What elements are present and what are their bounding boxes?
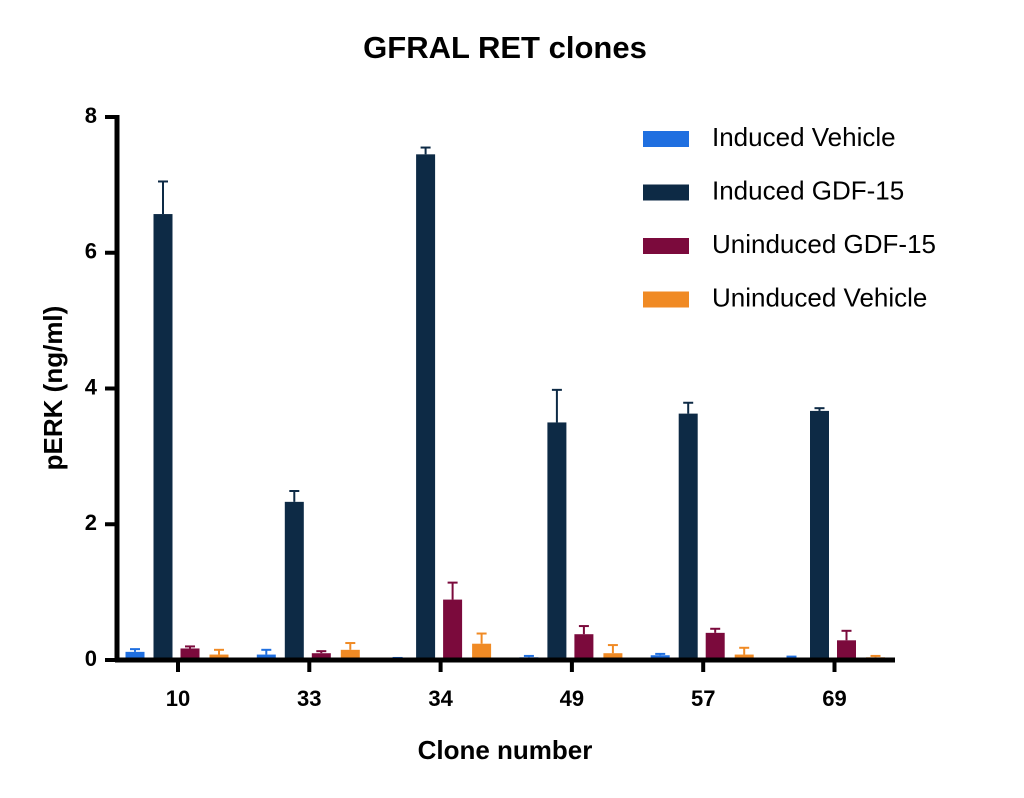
bar [256,654,276,660]
legend-swatch [643,238,689,254]
y-tick-label: 2 [85,510,97,535]
bar [125,651,145,660]
legend-label: Induced GDF-15 [712,175,904,205]
legend-label: Uninduced GDF-15 [712,229,936,259]
x-tick-label: 33 [297,686,321,711]
bar [734,654,754,660]
bar [678,413,698,660]
bar [209,654,229,660]
y-tick-label: 4 [85,374,98,399]
legend-swatch [643,291,689,308]
bar [574,634,594,660]
y-axis-label: pERK (ng/ml) [38,306,68,471]
legend-swatch [643,131,689,147]
bar [443,599,463,660]
bar [705,632,725,660]
bar [810,410,829,660]
bar [180,648,200,660]
x-tick-label: 34 [428,686,453,711]
bar [153,214,173,660]
y-tick-label: 6 [85,239,97,264]
bar [547,422,567,660]
bar [472,643,492,660]
x-tick-label: 57 [691,686,715,711]
bar [416,154,436,661]
bar [837,640,856,660]
legend-swatch [643,184,689,201]
bar [603,653,623,660]
y-tick-label: 8 [85,103,97,128]
chart-title: GFRAL RET clones [363,30,647,65]
legend-label: Uninduced Vehicle [712,282,927,312]
x-tick-label: 10 [166,686,190,711]
bar [311,653,331,660]
y-tick-label: 0 [85,646,97,671]
bar [340,649,360,660]
bar [284,501,304,660]
x-tick-label: 69 [822,686,846,711]
x-axis-label: Clone number [418,735,593,765]
x-tick-label: 49 [560,686,584,711]
legend-label: Induced Vehicle [712,122,896,152]
